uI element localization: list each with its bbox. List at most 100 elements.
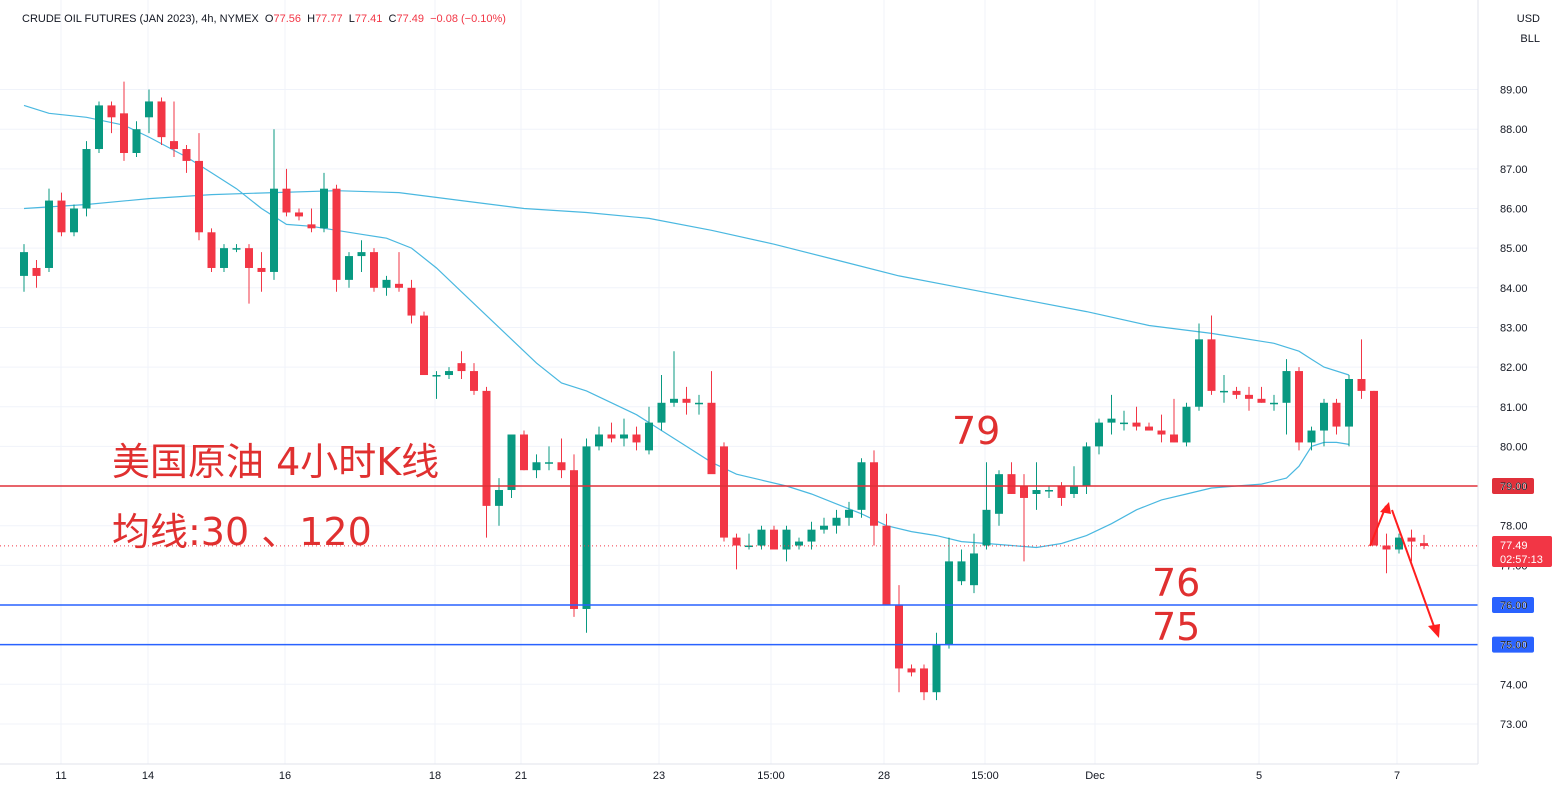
candle-body xyxy=(845,509,853,518)
candle-body xyxy=(732,537,741,546)
candle-body xyxy=(1370,390,1378,546)
price-tick-label: 85.00 xyxy=(1500,243,1528,255)
time-tick-label: 5 xyxy=(1256,770,1262,782)
annotation-ma: 均线:30 、120 xyxy=(112,510,372,554)
candle-body xyxy=(95,105,103,150)
candle-body xyxy=(307,224,316,229)
candle-body xyxy=(1145,426,1153,431)
candle-body xyxy=(57,200,66,233)
ma-120-line xyxy=(23,190,1350,376)
change-value: −0.08 (−0.10%) xyxy=(430,13,506,25)
candle-body xyxy=(82,149,91,209)
level-tag-bg xyxy=(1492,636,1534,653)
price-tick-label: 83.00 xyxy=(1500,322,1528,334)
candle-body xyxy=(132,129,141,153)
last-price-countdown: 02:57:13 xyxy=(1500,554,1543,566)
candle-body xyxy=(945,561,953,645)
candle-body xyxy=(782,529,791,550)
candle-body xyxy=(1232,390,1241,395)
candle-body xyxy=(1320,402,1328,431)
candle-body xyxy=(482,390,491,506)
candle-body xyxy=(145,101,153,118)
trend-arrows xyxy=(1369,502,1440,638)
candle-body xyxy=(870,462,878,526)
candle-body xyxy=(607,434,616,439)
level-tag-label: 76.00 xyxy=(1500,600,1528,612)
price-tick-label: 80.00 xyxy=(1500,441,1528,453)
ma-30-line xyxy=(23,104,1350,549)
arrow-down-line xyxy=(1391,509,1437,633)
time-tick-label: 16 xyxy=(279,770,291,782)
candle-body xyxy=(1157,430,1166,435)
price-tick-label: 82.00 xyxy=(1500,362,1528,374)
candle-body xyxy=(195,160,203,233)
candle-body xyxy=(682,398,691,403)
candle-body xyxy=(1182,406,1191,443)
candle-body xyxy=(432,375,441,377)
candle-body xyxy=(407,287,416,316)
candle-body xyxy=(1170,434,1178,443)
candle-body xyxy=(670,398,678,403)
candle-body xyxy=(532,462,541,471)
candle-body xyxy=(357,252,366,257)
candle-body xyxy=(182,149,191,161)
candle-body xyxy=(270,188,278,272)
candle-body xyxy=(157,101,166,138)
price-tick-label: 75.00 xyxy=(1500,640,1528,652)
annotation-76: 76 xyxy=(1152,561,1200,605)
candle-body xyxy=(1032,490,1041,494)
candle-body xyxy=(1282,371,1291,403)
last-price-tag-bg xyxy=(1492,536,1552,567)
candle-body xyxy=(1207,339,1216,391)
candle-body xyxy=(757,529,766,546)
candle-body xyxy=(470,371,478,391)
candle-body xyxy=(332,188,341,280)
time-tick-label: 14 xyxy=(142,770,154,782)
candle-body xyxy=(907,668,916,673)
time-tick-label: 28 xyxy=(878,770,890,782)
candle-body xyxy=(1395,537,1403,550)
level-tag-label: 75.00 xyxy=(1500,640,1528,652)
candle-body xyxy=(1345,378,1353,427)
time-tick-label: 11 xyxy=(55,770,66,782)
candle-body xyxy=(207,232,216,268)
price-tick-label: 78.00 xyxy=(1500,521,1528,533)
candle-body xyxy=(370,252,378,288)
unit-label: BLL xyxy=(1520,33,1540,45)
candle-body xyxy=(1095,422,1103,447)
candle-body xyxy=(507,434,516,491)
ohlc-readout: O77.56 H77.77 L77.41 C77.49 −0.08 (−0.10… xyxy=(264,13,506,25)
candle-body xyxy=(1295,371,1303,443)
symbol-title[interactable]: CRUDE OIL FUTURES (JAN 2023), 4h, NYMEX xyxy=(22,13,259,25)
annotation-79: 79 xyxy=(952,409,1000,453)
annotation-75: 75 xyxy=(1152,605,1200,649)
candle-body xyxy=(595,434,603,447)
candle-body xyxy=(1107,418,1116,423)
candle-body xyxy=(495,490,503,506)
candle-body xyxy=(1382,545,1391,550)
price-axis[interactable]: 73.0074.0075.0076.0077.0078.0079.0080.00… xyxy=(1500,85,1528,731)
low-value: 77.41 xyxy=(354,13,383,25)
candle-body xyxy=(795,541,803,546)
time-tick-label: 15:00 xyxy=(971,770,999,782)
candle-body xyxy=(345,256,353,280)
candle-body xyxy=(120,113,128,153)
candle-body xyxy=(520,434,528,471)
candle-body xyxy=(282,188,291,213)
level-tag-bg xyxy=(1492,597,1534,613)
level-tag-label: 79.00 xyxy=(1500,481,1528,493)
arrow-up-head xyxy=(1380,502,1391,514)
time-tick-label: 15:00 xyxy=(757,770,785,782)
level-tag-bg xyxy=(1492,478,1534,495)
candle-body xyxy=(1307,430,1316,443)
candle-body xyxy=(657,402,666,423)
time-axis[interactable]: 11 14 16 18 21 23 15:00 28 15:00 Dec 5 7 xyxy=(55,770,1400,782)
candle-body xyxy=(1007,474,1016,494)
candle-body xyxy=(245,248,253,268)
time-tick-label: Dec xyxy=(1085,770,1105,782)
candle-body xyxy=(970,553,978,586)
candle-body xyxy=(1070,486,1078,494)
candle-body xyxy=(995,474,1003,514)
candle-body xyxy=(32,267,41,276)
open-value: 77.56 xyxy=(273,13,301,25)
